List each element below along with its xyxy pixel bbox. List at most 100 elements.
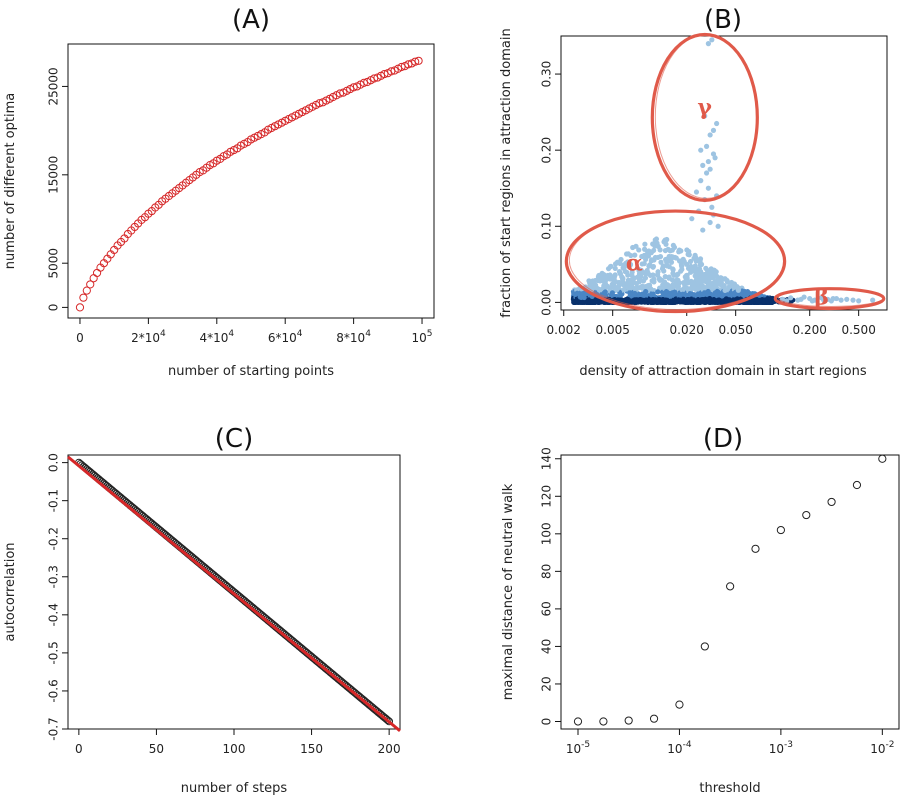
panel-b-point bbox=[707, 132, 713, 138]
panel-d-point bbox=[802, 510, 811, 520]
panel-d-y-tick-label: 140 bbox=[540, 447, 554, 470]
panel-b-x-axis: 0.002 0.005 0.020 0.050 0.200 0.500 bbox=[547, 310, 876, 337]
panel-b-point bbox=[626, 285, 632, 291]
panel-b-point bbox=[686, 298, 691, 304]
panel-b-point bbox=[660, 263, 666, 269]
panel-d-point bbox=[827, 497, 836, 507]
panel-b-point bbox=[626, 263, 632, 270]
panel-b-point bbox=[707, 219, 713, 226]
panel-b-point bbox=[680, 291, 686, 297]
panel-b-point bbox=[710, 127, 717, 133]
panel-d-y-label: maximal distance of neutral walk bbox=[501, 483, 516, 700]
panel-b-point bbox=[628, 252, 634, 259]
panel-d-y-axis: 0 20 40 60 80 100 120 140 bbox=[540, 447, 561, 725]
panel-c-y-axis: 0.0 -0.1 -0.2 -0.3 -0.4 -0.5 -0.6 -0.7 bbox=[47, 453, 68, 741]
panel-d-plot-frame bbox=[560, 454, 900, 730]
panel-b-point bbox=[687, 258, 694, 265]
panel-a-point bbox=[75, 303, 85, 312]
panel-a-point bbox=[89, 274, 98, 283]
panel-b-point bbox=[636, 247, 642, 253]
panel-b-point bbox=[728, 279, 735, 286]
panel-b-point bbox=[690, 297, 696, 303]
panel-b-point bbox=[655, 269, 661, 275]
panel-b-point bbox=[712, 155, 718, 161]
panel-b-point bbox=[586, 278, 592, 284]
panel-b-point bbox=[659, 277, 665, 283]
panel-b-point bbox=[596, 272, 602, 279]
panel-d-point bbox=[624, 716, 633, 725]
panel-b-point bbox=[638, 293, 644, 299]
panel-b-point bbox=[648, 286, 654, 292]
panel-a-point bbox=[359, 78, 368, 87]
panel-b-point bbox=[700, 162, 706, 168]
panel-b-point bbox=[650, 264, 656, 270]
panel-a-point bbox=[414, 56, 423, 65]
panel-d-series bbox=[573, 454, 887, 726]
panel-b-annotation-label: γ bbox=[697, 94, 712, 120]
panel-b-point bbox=[678, 297, 683, 303]
panel-b-point bbox=[671, 244, 678, 250]
panel-b-point bbox=[685, 251, 691, 257]
panel-b-point bbox=[692, 269, 699, 275]
panel-d-x-tick-label: 10-3 bbox=[769, 740, 793, 756]
panel-a-x-tick-label: 6*104 bbox=[268, 329, 303, 345]
panel-d: (D) 10-5 10-4 10-3 10-2 020406080100120140 … bbox=[501, 424, 900, 796]
panel-b-point bbox=[705, 158, 711, 165]
panel-b-point bbox=[670, 267, 676, 273]
panel-b-point bbox=[648, 250, 654, 256]
panel-d-point bbox=[573, 717, 583, 726]
panel-a-y-tick-label: 5000 bbox=[47, 248, 61, 279]
panel-d-point bbox=[776, 525, 785, 535]
panel-b-point bbox=[655, 289, 661, 295]
panel-b-point bbox=[639, 261, 645, 267]
panel-b-point bbox=[624, 251, 630, 257]
panel-b-point bbox=[702, 113, 708, 119]
panel-a-series bbox=[75, 56, 423, 312]
panel-d-x-tick-label: 10-4 bbox=[667, 740, 692, 756]
panel-b-point bbox=[660, 296, 666, 302]
panel-d-y-tick-label: 20 bbox=[540, 676, 554, 691]
panel-b-point bbox=[712, 290, 718, 296]
panel-b-point bbox=[629, 269, 635, 275]
panel-d-point bbox=[700, 642, 709, 651]
panel-b-point bbox=[689, 216, 695, 222]
panel-b-point bbox=[703, 143, 710, 149]
panel-b-y-tick-label: 0.20 bbox=[540, 137, 554, 164]
panel-b-point bbox=[630, 278, 636, 285]
panel-b-point bbox=[830, 295, 836, 302]
panel-c-x-tick-label: 200 bbox=[378, 742, 401, 756]
panel-d-point bbox=[852, 480, 862, 490]
panel-b-point bbox=[715, 223, 721, 229]
panel-b-point bbox=[619, 274, 625, 280]
panel-a-x-tick-label: 4*104 bbox=[199, 329, 234, 345]
panel-b-point bbox=[691, 292, 698, 298]
panel-b-point bbox=[627, 290, 633, 296]
panel-b-point bbox=[707, 166, 713, 172]
panel-b-point bbox=[624, 259, 631, 265]
panel-d-x-axis: 10-5 10-4 10-3 10-2 bbox=[566, 729, 894, 756]
panel-c-y-label: autocorrelation bbox=[3, 542, 18, 641]
panel-b-point bbox=[856, 298, 862, 304]
panel-b-series bbox=[570, 37, 876, 305]
panel-b-point bbox=[642, 241, 648, 247]
panel-b-x-tick-label: 0.020 bbox=[670, 323, 704, 337]
panel-d-y-tick-label: 40 bbox=[540, 639, 554, 654]
panel-b-point bbox=[700, 296, 706, 302]
panel-b-point bbox=[698, 284, 704, 290]
panel-b-point bbox=[698, 147, 704, 153]
panel-b-point bbox=[642, 293, 648, 299]
panel-b-point bbox=[688, 263, 694, 269]
panel-b-point bbox=[676, 258, 683, 264]
panel-b-point bbox=[668, 299, 674, 304]
panel-b-x-tick-label: 0.005 bbox=[596, 323, 630, 337]
panel-a-point bbox=[92, 268, 102, 278]
panel-b-point bbox=[646, 263, 652, 269]
panel-b-point bbox=[703, 170, 710, 176]
panel-b-ellipse-stroke bbox=[568, 210, 786, 311]
panel-b-point bbox=[627, 298, 633, 304]
panel-b-y-tick-label: 0.30 bbox=[540, 61, 554, 88]
panel-a-point bbox=[335, 89, 345, 98]
panel-b-point bbox=[607, 272, 613, 278]
panel-b-point bbox=[618, 256, 624, 263]
panel-b-ellipse-stroke bbox=[777, 288, 885, 307]
